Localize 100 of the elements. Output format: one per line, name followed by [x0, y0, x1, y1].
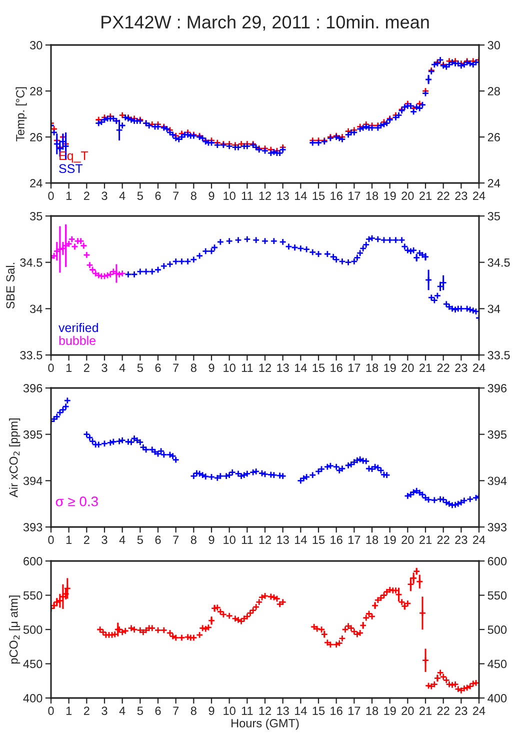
x-tick-label: 5: [137, 536, 143, 544]
x-tick-label: 16: [330, 192, 342, 200]
x-tick-label: 21: [420, 192, 432, 200]
x-tick-label: 14: [295, 706, 307, 715]
y-tick-label: 24: [30, 179, 42, 188]
x-tick-label: 2: [84, 706, 90, 715]
x-tick-label: 16: [330, 706, 342, 716]
x-tick-label: 9: [208, 192, 214, 200]
y-tick-label: 400: [23, 694, 42, 702]
y-tick-label: 28: [30, 87, 42, 96]
chart-title: PX142W : March 29, 2011 : 10min. mean: [102, 15, 429, 31]
x-tick-label: 19: [384, 364, 396, 372]
x-tick-label: 0: [48, 706, 54, 716]
x-tick-label: 0: [48, 192, 54, 200]
x-tick-label: 9: [208, 364, 214, 372]
y-tick-label: 34.5: [20, 258, 42, 267]
x-tick-label: 14: [295, 192, 307, 200]
x-tick-label: 20: [402, 192, 414, 200]
x-tick-label: 6: [155, 536, 161, 544]
x-tick-label: 12: [259, 364, 271, 372]
y-tick-label: 26: [30, 133, 42, 142]
x-tick-label: 21: [420, 536, 432, 544]
x-tick-label: 20: [402, 364, 414, 372]
x-tick-label: 20: [402, 536, 414, 544]
x-tick-label: 13: [277, 192, 289, 200]
x-tick-label: 12: [259, 536, 271, 544]
x-tick-label: 3: [102, 364, 108, 372]
x-axis-title: Hours (GMT): [232, 718, 299, 730]
x-tick-label: 5: [137, 364, 143, 372]
x-tick-label: 17: [348, 192, 360, 200]
x-tick-label: 16: [330, 536, 342, 544]
x-tick-label: 10: [224, 706, 236, 716]
y-axis-title: Temp. [°C]: [16, 87, 27, 142]
x-tick-label: 2: [84, 192, 90, 200]
x-tick-label: 9: [208, 706, 214, 716]
x-tick-label: 15: [312, 192, 325, 200]
x-tick-label: 3: [102, 536, 108, 544]
text: verified: [58, 322, 98, 332]
y-tick-label: 30: [30, 41, 42, 50]
x-tick-label: 7: [173, 192, 179, 200]
x-tick-label: 24: [473, 536, 486, 544]
x-tick-label: 10: [224, 364, 236, 372]
y2-tick-label: 500: [488, 626, 507, 634]
x-tick-label: 21: [420, 706, 432, 715]
x-tick-label: 12: [259, 192, 271, 200]
x-tick-label: 11: [242, 706, 253, 715]
x-tick-label: 11: [242, 536, 253, 544]
x-tick-label: 4: [119, 192, 126, 200]
x-tick-label: 10: [224, 192, 236, 200]
x-tick-label: 10: [224, 536, 236, 544]
x-tick-label: 20: [402, 706, 414, 716]
y-tick-label: 394: [23, 476, 42, 486]
annotation: σ ≥ 0.3: [56, 496, 98, 506]
x-tick-label: 7: [173, 364, 179, 372]
x-tick-label: 5: [137, 706, 143, 716]
x-tick-label: 24: [473, 192, 486, 200]
x-tick-label: 1: [66, 192, 72, 200]
y2-tick-label: 393: [488, 523, 507, 532]
y2-tick-label: 30: [488, 41, 500, 50]
x-tick-label: 16: [330, 364, 342, 372]
x-tick-label: 8: [190, 706, 196, 716]
x-tick-label: 2: [84, 536, 90, 544]
x-tick-label: 13: [277, 364, 289, 372]
y2-tick-label: 26: [488, 133, 500, 142]
x-tick-label: 17: [348, 706, 360, 715]
x-tick-label: 5: [137, 192, 143, 200]
x-tick-label: 22: [437, 536, 450, 544]
y-tick-label: 34: [30, 304, 42, 314]
x-tick-label: 0: [48, 536, 54, 544]
x-tick-label: 4: [119, 706, 126, 715]
y2-tick-label: 33.5: [488, 351, 510, 360]
x-tick-label: 15: [312, 536, 325, 544]
y2-tick-label: 600: [488, 557, 507, 566]
y2-tick-label: 550: [488, 591, 507, 600]
x-tick-label: 4: [119, 536, 126, 544]
x-tick-label: 23: [455, 364, 468, 372]
x-tick-label: 22: [437, 364, 450, 372]
x-tick-label: 14: [295, 364, 307, 372]
x-tick-label: 0: [48, 364, 54, 372]
y-axis-title: SBE Sal.: [6, 262, 15, 309]
y-tick-label: 396: [23, 384, 42, 392]
y2-tick-label: 450: [488, 660, 507, 668]
y-tick-label: 600: [24, 557, 42, 566]
x-tick-label: 17: [348, 536, 360, 544]
y2-tick-label: 394: [488, 476, 507, 486]
x-tick-label: 9: [208, 536, 214, 544]
y-tick-label: 550: [23, 591, 42, 600]
x-tick-label: 7: [173, 536, 179, 544]
y-axis-title: Air xCO$_{2}$ [ppm]: [9, 418, 20, 498]
x-tick-label: 23: [455, 192, 468, 200]
x-tick-label: 6: [155, 364, 161, 372]
series-label: SST: [59, 164, 83, 174]
x-tick-label: 24: [473, 364, 486, 372]
x-tick-label: 7: [173, 706, 179, 715]
y2-tick-label: 396: [488, 384, 507, 392]
x-tick-label: 19: [384, 192, 396, 200]
y2-tick-label: 400: [488, 694, 507, 702]
x-tick-label: 11: [242, 364, 253, 372]
x-tick-label: 17: [348, 364, 360, 372]
y-tick-label: 393: [23, 523, 42, 532]
